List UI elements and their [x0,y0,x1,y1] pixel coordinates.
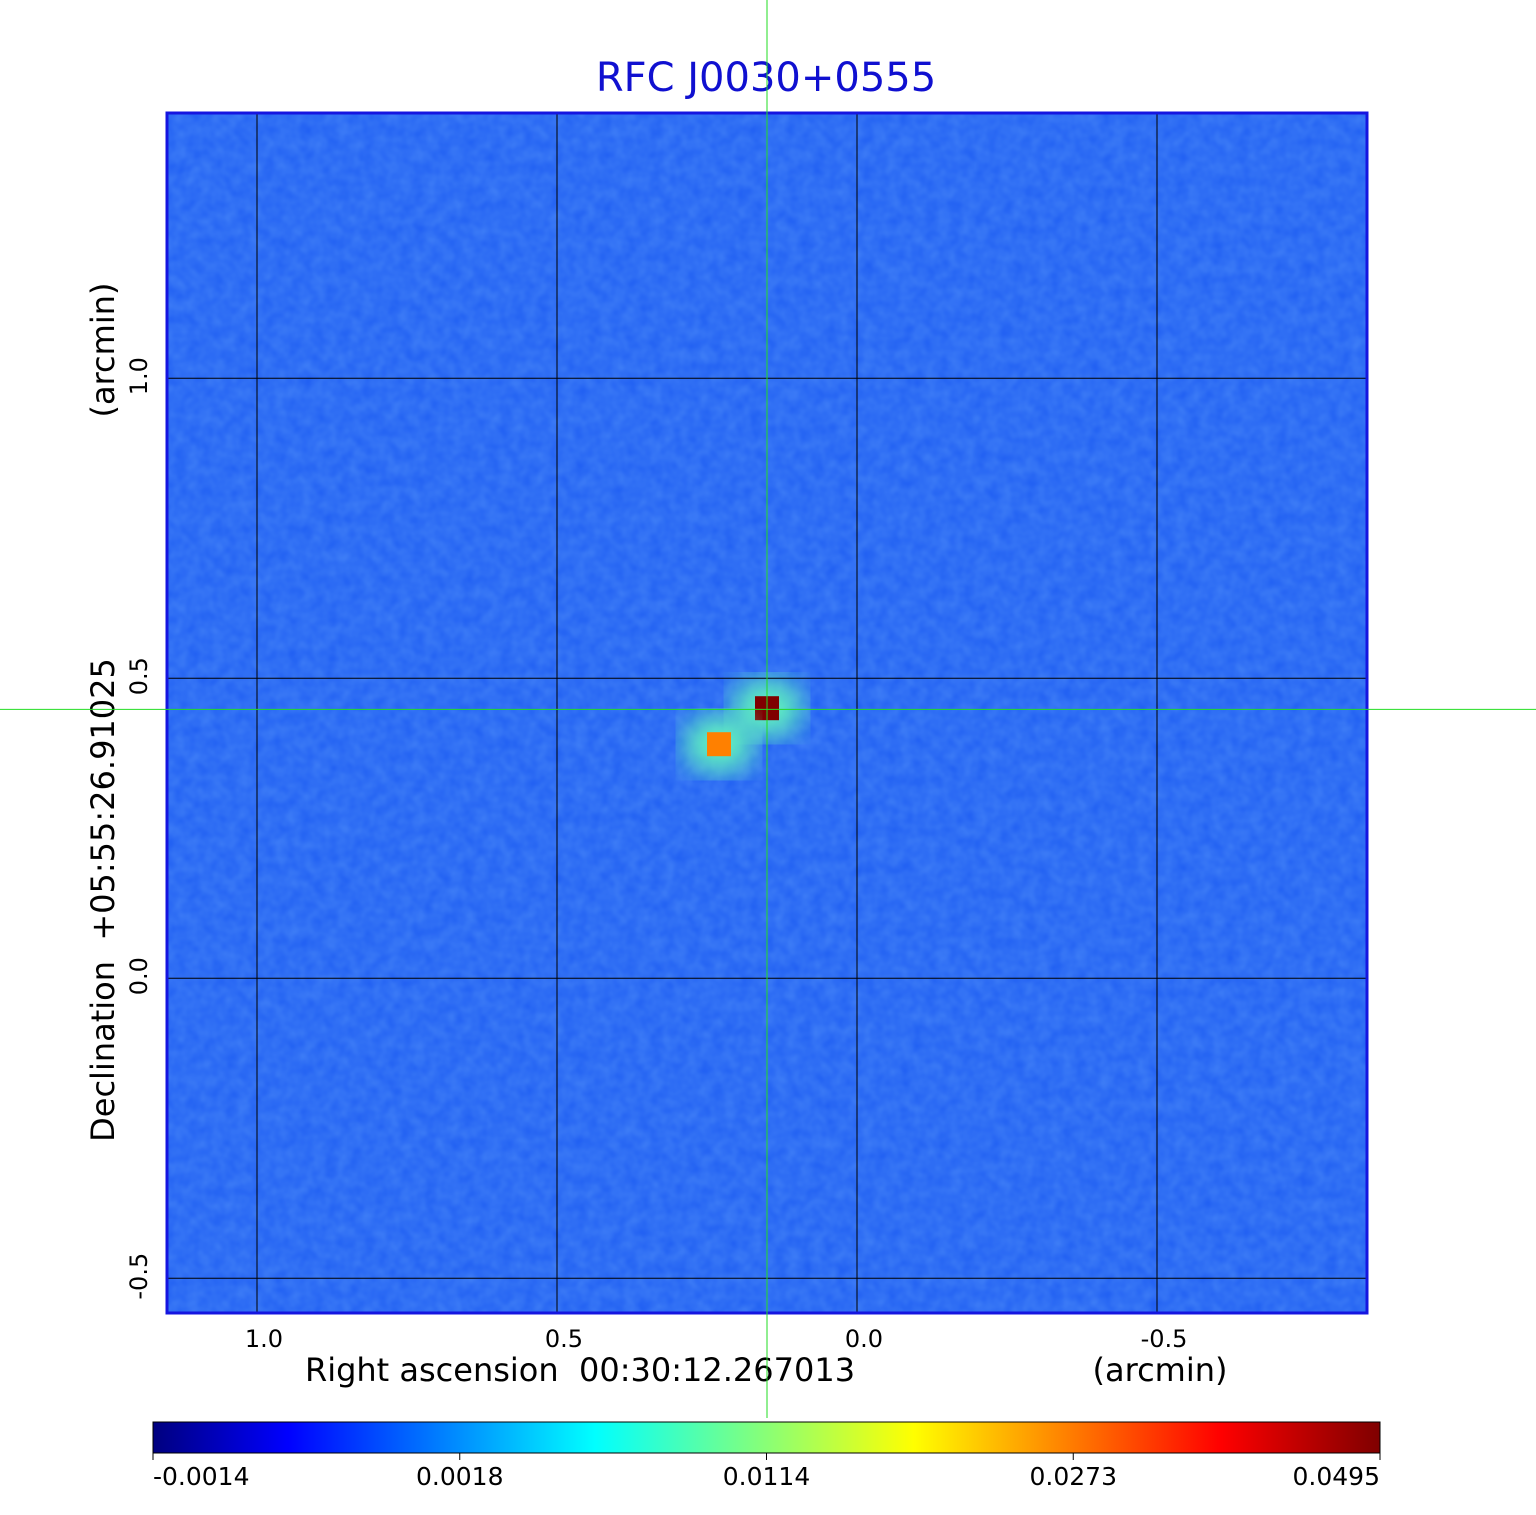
y-tick-label: 1.0 [125,357,153,395]
colorbar-tick-label: 0.0495 [1293,1462,1380,1491]
source [707,732,731,757]
colorbar-tick-label: 0.0273 [1030,1462,1117,1491]
colorbar [152,1421,1381,1454]
y-tick-label: 0.5 [125,657,153,695]
x-tick-label: -0.5 [1141,1325,1188,1353]
colorbar-tick-label: -0.0014 [153,1462,250,1491]
y-tick-label: -0.5 [125,1253,153,1300]
x-tick-label: 0.0 [845,1325,883,1353]
chart-title: RFC J0030+0555 [596,55,936,101]
x-axis-label: Right ascension 00:30:12.267013 [305,1351,855,1389]
colorbar-tick-label: 0.0018 [416,1462,503,1491]
x-tick-label: 1.0 [245,1325,283,1353]
y-axis-unit: (arcmin) [84,283,122,418]
x-axis-unit: (arcmin) [1093,1351,1228,1389]
y-tick-label: 0.0 [125,957,153,995]
x-tick-label: 0.5 [545,1325,583,1353]
colorbar-tick-label: 0.0114 [723,1462,810,1491]
y-axis-label: Declination +05:55:26.91025 [84,658,122,1142]
